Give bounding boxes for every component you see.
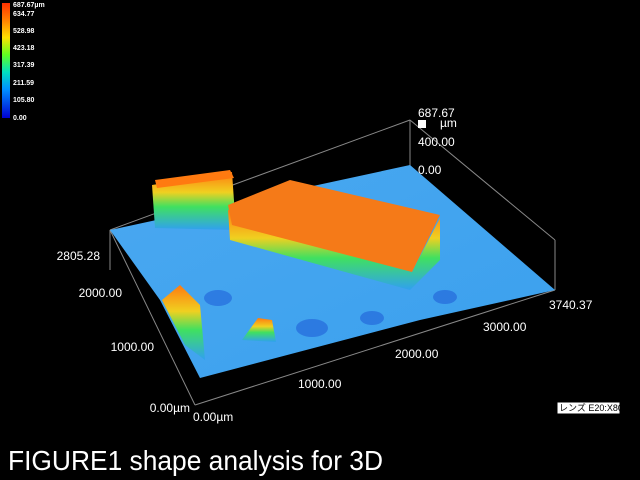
x-tick-label: 1000.00 <box>298 377 342 391</box>
y-tick-label: 2805.28 <box>57 249 101 263</box>
colorbar-label: 687.67µm <box>13 2 45 9</box>
z-tick-label: 0.00 <box>418 163 442 177</box>
lens-label: レンズ E20:X80 <box>559 402 623 413</box>
z-tick-label: µm <box>440 116 457 130</box>
colorbar-label: 423.18 <box>13 45 35 52</box>
block-top <box>228 180 440 272</box>
wireframe <box>109 119 556 406</box>
x-tick-label: 0.00µm <box>193 410 233 424</box>
z-tick-label: 687.67 <box>418 106 455 120</box>
colorbar-label: 0.00 <box>13 115 27 122</box>
x-tick-label: 3740.37 <box>549 298 593 312</box>
block <box>152 172 236 230</box>
lens-box <box>556 401 621 415</box>
pits <box>204 290 457 337</box>
colorbar-label: 211.59 <box>13 80 34 87</box>
y-tick-label: 1000.00 <box>111 340 155 354</box>
colorbar <box>2 3 10 118</box>
axis-labels: 687.67µm 400.00 0.00 2805.28 2000.00 1000.00 0… <box>57 106 593 424</box>
y-tick-label: 2000.00 <box>79 286 123 300</box>
colorbar-label: 528.98 <box>13 28 35 35</box>
z-tick-label: 400.00 <box>418 135 455 149</box>
z-marker <box>418 120 426 128</box>
colorbar-label: 634.77 <box>13 11 35 18</box>
colorbar-label: 317.39 <box>13 62 35 69</box>
caption: FIGURE1 shape analysis for 3D <box>8 445 383 476</box>
x-tick-label: 2000.00 <box>395 347 439 361</box>
colorbar-labels: 687.67µm 634.77 528.98 423.18 317.39 211.59 10… <box>13 2 45 122</box>
y-tick-label: 0.00µm <box>150 401 190 415</box>
x-tick-label: 3000.00 <box>483 320 527 334</box>
colorbar-label: 105.80 <box>13 97 35 104</box>
